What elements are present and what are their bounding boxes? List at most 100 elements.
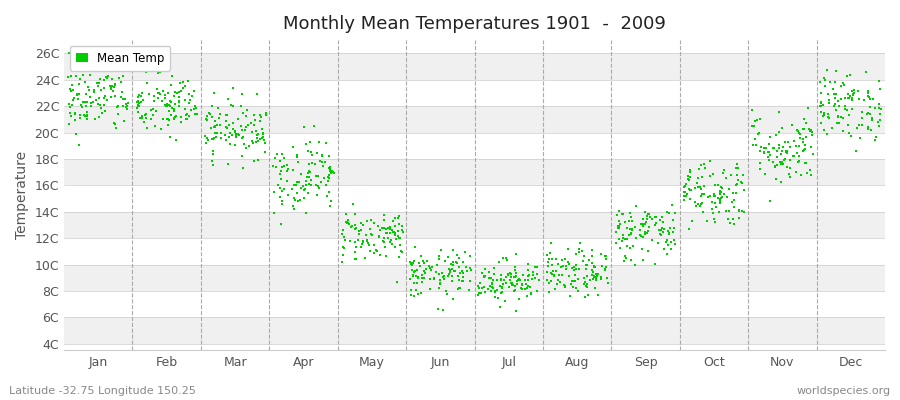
Point bbox=[553, 278, 567, 285]
Point bbox=[707, 182, 722, 188]
Point bbox=[445, 272, 459, 279]
Point bbox=[172, 89, 186, 95]
Point bbox=[403, 258, 418, 265]
Point bbox=[634, 233, 648, 239]
Point bbox=[540, 268, 554, 275]
Point bbox=[477, 273, 491, 279]
Point bbox=[317, 175, 331, 182]
Point bbox=[760, 154, 775, 160]
Point bbox=[544, 256, 559, 262]
Point bbox=[108, 121, 122, 128]
Point bbox=[388, 222, 402, 229]
Point bbox=[73, 76, 87, 82]
Point bbox=[134, 90, 148, 96]
Point bbox=[140, 69, 154, 76]
Point bbox=[620, 242, 634, 249]
Point bbox=[379, 226, 393, 232]
Point bbox=[395, 249, 410, 255]
Point bbox=[509, 308, 524, 314]
Point bbox=[336, 244, 350, 250]
Point bbox=[120, 67, 134, 74]
Point bbox=[382, 226, 397, 232]
Point bbox=[446, 268, 461, 274]
Point bbox=[763, 198, 778, 204]
Point bbox=[623, 245, 637, 252]
Point bbox=[421, 263, 436, 269]
Point bbox=[289, 182, 303, 189]
Point bbox=[383, 239, 398, 245]
Point bbox=[404, 262, 419, 268]
Point bbox=[587, 273, 601, 279]
Point bbox=[822, 100, 836, 106]
Point bbox=[139, 114, 153, 121]
Point bbox=[383, 237, 398, 244]
Point bbox=[677, 192, 691, 199]
Point bbox=[849, 148, 863, 154]
Point bbox=[521, 267, 535, 273]
Point bbox=[613, 220, 627, 227]
Point bbox=[587, 263, 601, 270]
Point bbox=[569, 250, 583, 257]
Point bbox=[392, 221, 407, 227]
Point bbox=[821, 91, 835, 98]
Point bbox=[200, 135, 214, 142]
Point bbox=[73, 101, 87, 108]
Point bbox=[682, 166, 697, 173]
Point bbox=[842, 95, 856, 101]
Point bbox=[78, 112, 93, 119]
Point bbox=[360, 218, 374, 224]
Point bbox=[219, 112, 233, 118]
Point bbox=[321, 172, 336, 179]
Point bbox=[108, 81, 122, 88]
Point bbox=[860, 110, 875, 117]
Point bbox=[637, 221, 652, 227]
Point bbox=[685, 218, 699, 224]
Point bbox=[836, 80, 850, 87]
Point bbox=[475, 270, 490, 276]
Point bbox=[806, 150, 820, 157]
Point bbox=[579, 266, 593, 272]
Point bbox=[611, 223, 625, 230]
Point bbox=[562, 260, 576, 267]
Point bbox=[418, 270, 432, 276]
Point bbox=[148, 108, 163, 114]
Point bbox=[617, 253, 632, 260]
Point bbox=[174, 119, 188, 125]
Point bbox=[274, 171, 288, 178]
Point bbox=[783, 157, 797, 163]
Point bbox=[160, 90, 175, 96]
Point bbox=[210, 129, 224, 136]
Point bbox=[436, 273, 451, 279]
Point bbox=[580, 262, 594, 268]
Point bbox=[540, 259, 554, 266]
Point bbox=[110, 104, 124, 110]
Point bbox=[68, 117, 82, 124]
Point bbox=[520, 285, 535, 291]
Point bbox=[776, 161, 790, 168]
Point bbox=[586, 268, 600, 275]
Point bbox=[113, 78, 128, 85]
Point bbox=[791, 159, 806, 165]
Point bbox=[395, 248, 410, 255]
Point bbox=[292, 178, 306, 185]
Point bbox=[722, 208, 736, 214]
Point bbox=[464, 267, 478, 273]
Point bbox=[719, 175, 733, 181]
Point bbox=[624, 231, 638, 238]
Point bbox=[455, 268, 470, 274]
Point bbox=[713, 191, 727, 198]
Point bbox=[665, 202, 680, 208]
Point bbox=[449, 259, 464, 266]
Point bbox=[236, 134, 250, 140]
Point bbox=[83, 72, 97, 79]
Point bbox=[204, 158, 219, 164]
Point bbox=[698, 165, 713, 171]
Point bbox=[814, 119, 828, 126]
Point bbox=[258, 140, 273, 146]
Point bbox=[431, 253, 446, 260]
Point bbox=[695, 191, 709, 198]
Point bbox=[63, 104, 77, 110]
Point bbox=[783, 165, 797, 171]
Point bbox=[172, 98, 186, 104]
Point bbox=[478, 289, 492, 296]
